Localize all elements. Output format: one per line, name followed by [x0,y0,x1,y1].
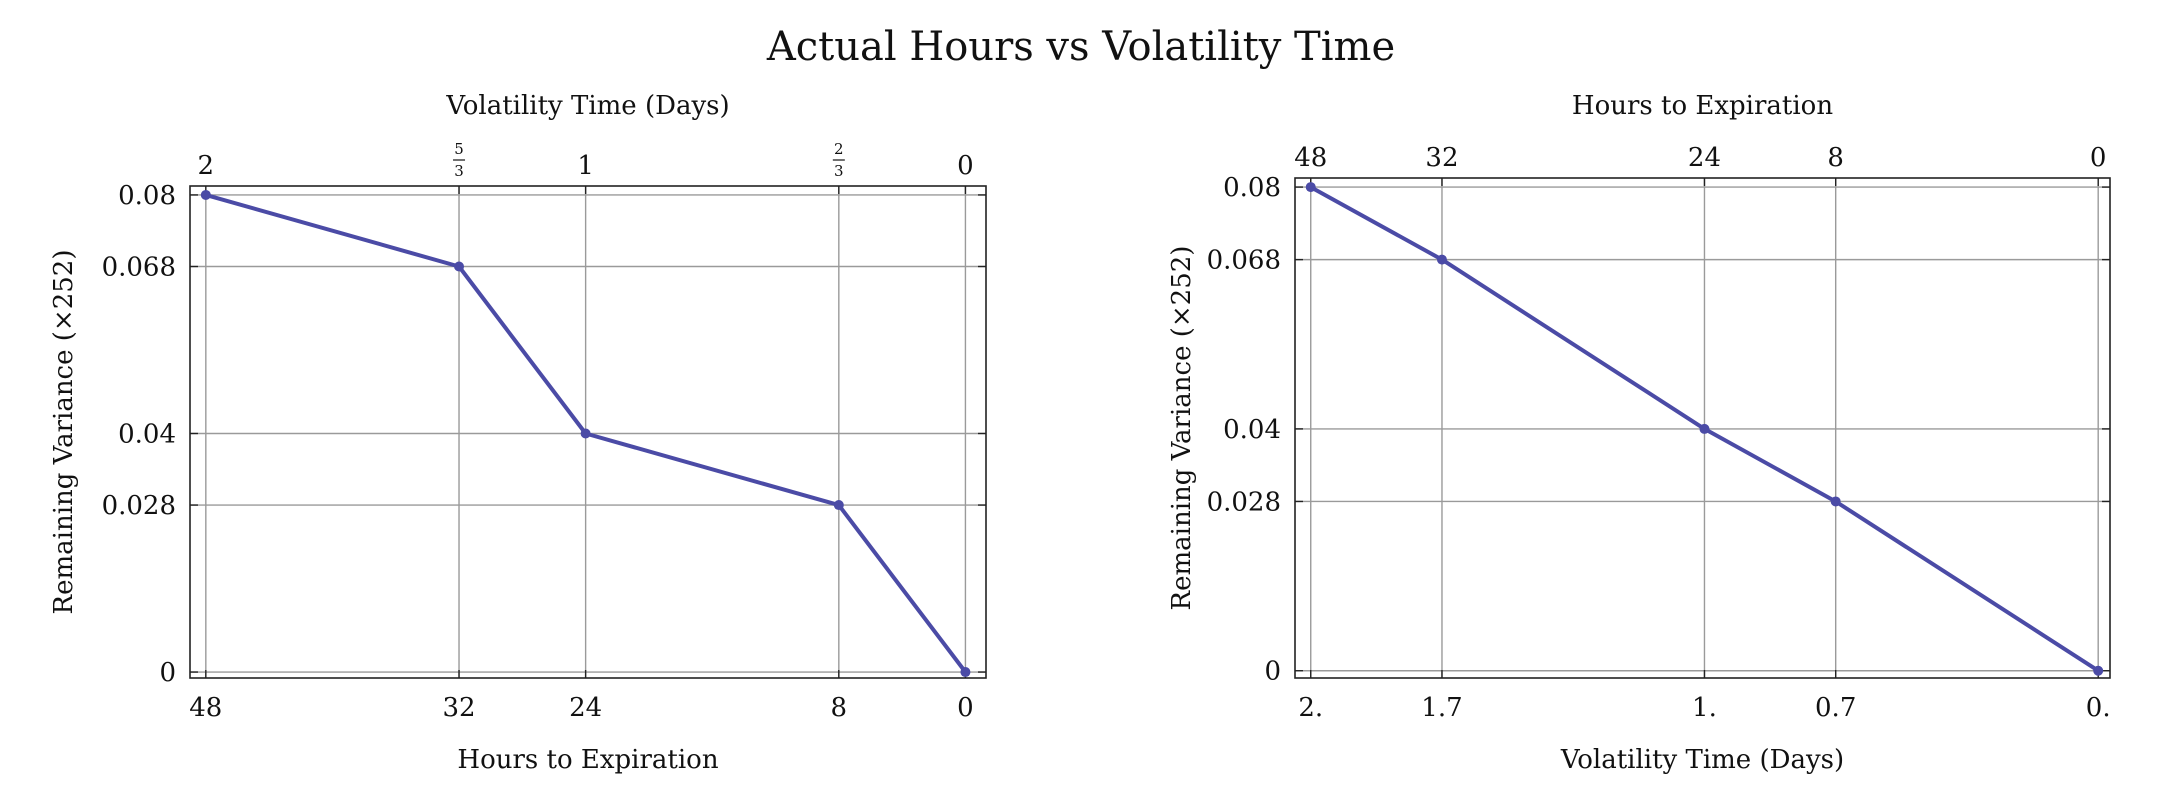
x-axis-label-top: Volatility Time (Days) [445,91,729,121]
x-tick-label-top-denominator: 3 [454,162,464,180]
left-chart: 48 32 24 8 0 2 5 3 1 2 3 0 0.08 0.068 0.04 0.028 0 Hours … [49,91,987,775]
x-axis-label-bottom: Volatility Time (Days) [1560,745,1844,775]
data-point [1830,496,1841,507]
data-point [454,261,465,272]
y-tick-label: 0.04 [1223,415,1281,445]
x-tick-label-bottom: 24 [569,693,602,723]
x-tick-label-bottom: 48 [189,693,222,723]
y-tick-label: 0.08 [118,181,176,211]
y-tick-label: 0.028 [102,491,176,521]
y-tick-label: 0.04 [118,419,176,449]
x-tick-label-top: 0 [2090,143,2107,173]
x-tick-label-bottom: 1.7 [1421,693,1462,723]
x-axis-label-top: Hours to Expiration [1572,91,1833,121]
x-tick-label-bottom: 0.7 [1815,693,1856,723]
x-tick-label-bottom: 1. [1692,693,1717,723]
data-point [580,428,591,439]
x-tick-label-top: 32 [1425,143,1458,173]
plot-frame [1294,177,2111,679]
x-tick-label-top-denominator: 3 [834,162,844,180]
data-point [1305,182,1316,193]
x-tick-label-top: 24 [1688,143,1721,173]
x-tick-label-bottom: 0 [957,693,974,723]
data-point [200,189,211,200]
chart-title: Actual Hours vs Volatility Time [766,24,1395,70]
y-tick-label: 0 [159,658,176,688]
data-point [2093,665,2104,676]
x-tick-label-top: 0 [957,151,974,181]
x-tick-label-bottom: 32 [442,693,475,723]
x-tick-label-bottom: 0. [2086,693,2111,723]
right-chart: 2. 1.7 1. 0.7 0. 48 32 24 8 0 0.08 0.068 0.04 0.028 0 V… [1167,91,2111,775]
y-tick-label: 0 [1264,657,1281,687]
y-axis-label: Remaining Variance (×252) [49,250,79,615]
data-point [1436,254,1447,265]
data-point [960,667,971,678]
data-point [833,500,844,511]
x-tick-label-top: 48 [1294,143,1327,173]
x-tick-label-top-numerator: 2 [834,140,844,158]
y-axis-label: Remaining Variance (×252) [1167,246,1197,611]
x-tick-label-bottom: 8 [831,693,848,723]
y-tick-label: 0.068 [102,253,176,283]
plot-frame [189,185,987,679]
y-tick-label: 0.028 [1207,487,1281,517]
x-tick-label-top: 2 [198,151,215,181]
y-tick-label: 0.068 [1207,246,1281,276]
x-tick-label-top: 1 [577,151,594,181]
x-tick-label-top-numerator: 5 [454,140,464,158]
data-point [1699,423,1710,434]
x-tick-label-top: 8 [1827,143,1844,173]
y-tick-label: 0.08 [1223,173,1281,203]
x-tick-label-bottom: 2. [1298,693,1323,723]
x-axis-label-bottom: Hours to Expiration [457,745,718,775]
